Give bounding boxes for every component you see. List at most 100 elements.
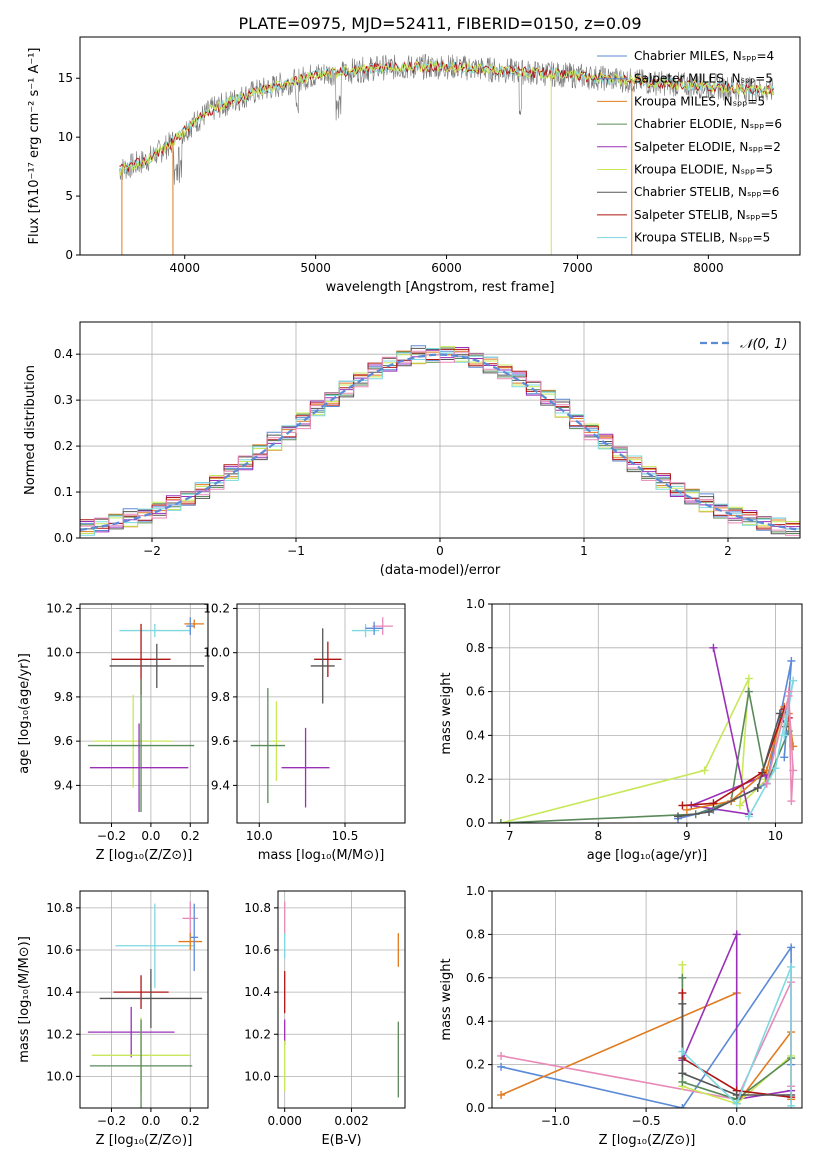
legend-label: Chabrier MILES, Nₛₚₚ=4 xyxy=(634,49,774,63)
x-tick-label: −0.2 xyxy=(97,829,126,843)
weight-series xyxy=(500,691,790,823)
error-point xyxy=(93,694,173,788)
x-axis-label: mass [log₁₀(M/M⊙)] xyxy=(258,848,385,863)
x-tick-label: 8 xyxy=(594,829,602,843)
x-tick-label: 7000 xyxy=(562,261,593,275)
x-tick-label: 0.2 xyxy=(181,829,200,843)
x-axis-label: Z [log₁₀(Z/Z⊙)] xyxy=(599,1133,696,1148)
y-tick-label: 10 xyxy=(58,130,73,144)
weight-marker xyxy=(789,766,798,775)
x-tick-label: 7 xyxy=(506,829,514,843)
weight-marker xyxy=(775,709,784,718)
x-tick-label: 10 xyxy=(768,829,783,843)
plot-area xyxy=(284,901,399,1098)
plot-area xyxy=(87,901,203,1108)
weight-marker xyxy=(789,676,798,685)
y-tick-label: 0.0 xyxy=(466,816,485,830)
y-tick-label: 0.4 xyxy=(54,347,73,361)
y-tick-label: 0.4 xyxy=(466,728,485,742)
error-point xyxy=(281,727,330,808)
panels: Chabrier MILES, Nₛₚₚ=4 Salpeter MILES, Nₛ… xyxy=(17,36,803,1148)
y-tick-label: 10.4 xyxy=(46,985,73,999)
legend-label: Chabrier STELIB, Nₛₚₚ=6 xyxy=(634,185,779,199)
weight-marker xyxy=(771,764,780,773)
y-tick-label: 10.0 xyxy=(46,646,73,660)
panel-age-vs-metallicity: −0.2 0.0 0.2 9.4 9.6 9.8 10.0 10.2 Z [log₁₀(Z/Z⊙… xyxy=(17,601,209,863)
weight-marker xyxy=(780,731,789,740)
error-point xyxy=(372,617,393,635)
error-point xyxy=(87,1006,175,1058)
y-tick-label: 9.4 xyxy=(211,778,230,792)
plot-area xyxy=(497,930,796,1108)
y-tick-label: 9.8 xyxy=(211,690,230,704)
error-point xyxy=(89,1019,193,1108)
x-tick-label: 10.0 xyxy=(246,829,273,843)
weight-marker xyxy=(709,799,718,808)
weight-marker xyxy=(705,808,713,817)
y-tick-label: 10.8 xyxy=(244,901,271,915)
weight-marker xyxy=(678,801,687,810)
legend-label: Salpeter ELODIE, Nₛₚₚ=2 xyxy=(634,140,781,154)
legend: Chabrier MILES, Nₛₚₚ=4 Salpeter MILES, Nₛ… xyxy=(597,49,782,245)
weight-marker xyxy=(744,812,753,821)
plot-area xyxy=(118,53,775,255)
x-tick-label: 0.000 xyxy=(268,1114,302,1128)
error-point xyxy=(182,901,199,936)
panel-mass-vs-extinction: 0.000 0.002 10.0 10.2 10.4 10.6 10.8 E(B-V) xyxy=(244,890,406,1148)
panel-spectrum: Chabrier MILES, Nₛₚₚ=4 Salpeter MILES, Nₛ… xyxy=(27,36,801,295)
panel-mass-vs-metallicity: −0.2 0.0 0.2 10.0 10.2 10.4 10.6 10.8 Z [log₁₀(Z… xyxy=(17,890,209,1148)
y-tick-label: 1.0 xyxy=(466,597,485,611)
y-tick-label: 5 xyxy=(65,189,73,203)
legend-label: Salpeter STELIB, Nₛₚₚ=5 xyxy=(634,208,778,222)
y-tick-label: 10.4 xyxy=(244,985,271,999)
y-tick-label: 9.8 xyxy=(54,690,73,704)
y-tick-label: 0.4 xyxy=(466,1014,485,1028)
error-point xyxy=(310,628,335,704)
error-point xyxy=(113,975,169,1009)
x-tick-label: 0.0 xyxy=(141,1114,160,1128)
error-point xyxy=(178,933,203,950)
weight-marker xyxy=(678,1069,687,1078)
x-tick-label: 8000 xyxy=(693,261,724,275)
panel-age-vs-mass: 10.0 10.5 9.4 9.6 9.8 10.0 10.2 mass [log₁₀(M/M… xyxy=(203,601,406,863)
y-tick-label: 0.6 xyxy=(466,685,485,699)
weight-marker xyxy=(762,779,771,788)
error-point xyxy=(87,679,195,812)
weight-marker xyxy=(736,801,744,810)
error-point xyxy=(184,619,205,629)
x-tick-label: 0.002 xyxy=(334,1114,368,1128)
weight-marker xyxy=(678,999,687,1008)
y-tick-label: 0.8 xyxy=(466,641,485,655)
weight-marker xyxy=(744,687,753,696)
weight-marker xyxy=(497,1062,506,1071)
y-axis-label: mass weight xyxy=(439,672,454,754)
y-tick-label: 0.3 xyxy=(54,393,73,407)
weight-marker xyxy=(780,753,789,762)
error-point xyxy=(119,623,191,638)
y-tick-label: 10.0 xyxy=(244,1069,271,1083)
error-point xyxy=(186,617,195,635)
y-tick-label: 0.2 xyxy=(54,439,73,453)
axes-frame xyxy=(79,36,801,256)
y-tick-label: 9.6 xyxy=(54,734,73,748)
x-tick-label: 4000 xyxy=(169,261,200,275)
y-axis-label: age [log₁₀(age/yr)] xyxy=(17,653,32,774)
y-tick-label: 0.6 xyxy=(466,971,485,985)
x-tick-label: −0.5 xyxy=(632,1114,661,1128)
y-tick-label: 15 xyxy=(58,71,73,85)
y-tick-label: 10.2 xyxy=(203,601,230,615)
figure-title: PLATE=0975, MJD=52411, FIBERID=0150, z=0… xyxy=(238,14,641,33)
x-tick-label: −1 xyxy=(287,544,305,558)
y-tick-label: 0.0 xyxy=(466,1101,485,1115)
weight-marker xyxy=(732,930,741,939)
weight-series xyxy=(681,966,792,1106)
y-tick-label: 9.4 xyxy=(54,778,73,792)
weight-marker xyxy=(678,973,687,982)
y-tick-label: 9.6 xyxy=(211,734,230,748)
x-tick-label: −1.0 xyxy=(541,1114,570,1128)
error-point xyxy=(271,701,282,781)
weight-marker xyxy=(753,783,762,792)
panel-mass-weight-vs-age: 7 8 9 10 0.0 0.2 0.4 0.6 0.8 1.0 age [log₁₀(age/yr… xyxy=(439,597,803,863)
axes-frame xyxy=(491,603,803,824)
